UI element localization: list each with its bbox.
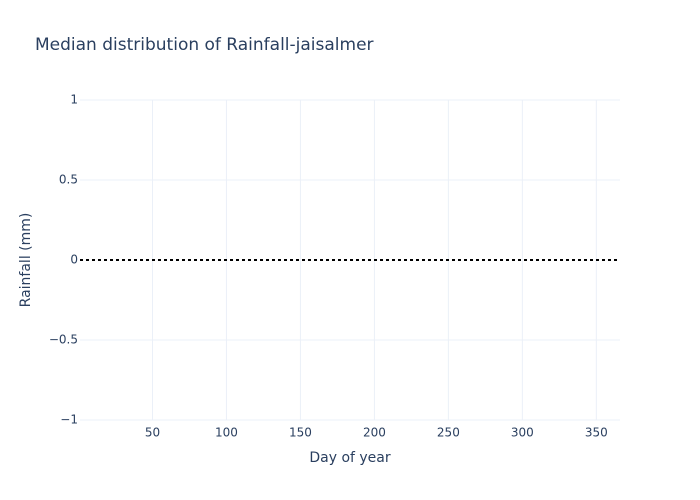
y-tick-label: 0	[70, 253, 78, 267]
x-tick-labels: 50 100 150 200 250 300 350	[145, 426, 608, 440]
y-tick-label: 1	[70, 93, 78, 107]
x-tick-label: 250	[437, 426, 460, 440]
x-axis-label: Day of year	[309, 450, 391, 466]
y-tick-label: −1	[60, 413, 78, 427]
x-tick-label: 50	[145, 426, 160, 440]
x-tick-label: 100	[215, 426, 238, 440]
x-tick-label: 350	[585, 426, 608, 440]
x-tick-label: 200	[363, 426, 386, 440]
y-tick-labels: −1 −0.5 0 0.5 1	[49, 93, 78, 427]
chart-title: Median distribution of Rainfall-jaisalme…	[35, 35, 374, 55]
x-tick-label: 300	[511, 426, 534, 440]
y-gridlines	[80, 99, 620, 421]
y-tick-label: 0.5	[59, 173, 78, 187]
x-tick-label: 150	[289, 426, 312, 440]
y-axis-label: Rainfall (mm)	[18, 213, 34, 308]
y-tick-label: −0.5	[49, 333, 78, 347]
